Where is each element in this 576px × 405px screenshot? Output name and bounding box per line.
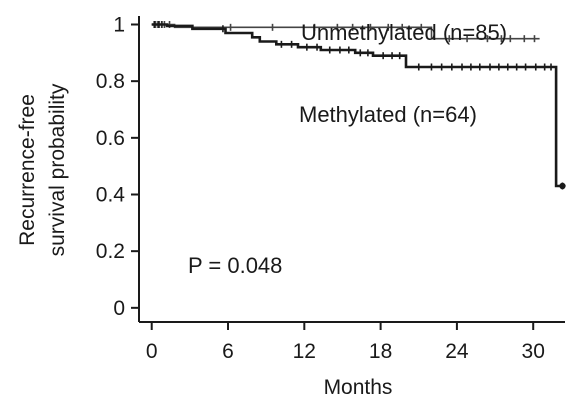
series-layer [151,21,566,190]
y-tick-label: 0.8 [96,70,125,93]
y-tick-label: 0 [113,297,125,320]
axes [138,16,565,323]
x-ticks: 0 6 12 18 24 30 [146,322,545,363]
y-ticks: 0 0.2 0.4 0.6 0.8 1 [96,14,139,320]
x-tick-label: 6 [222,340,234,363]
x-tick-label: 18 [369,340,392,363]
y-axis-label-line-1: Recurrence-free [16,94,39,246]
series-line [151,23,563,188]
y-axis-label: Recurrence-free survival probability [16,83,69,256]
series-end-point [559,182,566,190]
x-tick-label: 24 [445,340,469,363]
x-tick-label: 30 [522,340,545,363]
y-tick-label: 0.4 [96,184,126,207]
y-tick-label: 1 [113,14,125,37]
x-tick-label: 0 [146,340,158,363]
series-label-unmethylated: Unmethylated (n=85) [301,20,507,45]
p-value-annotation: P = 0.048 [188,253,282,278]
series-label-methylated: Methylated (n=64) [299,102,477,127]
series-methylated [151,21,564,190]
y-tick-label: 0.2 [96,240,125,263]
y-tick-label: 0.6 [96,127,125,150]
x-tick-label: 12 [293,340,316,363]
x-axis-label: Months [324,376,393,399]
y-axis-label-line-2: survival probability [46,83,69,256]
